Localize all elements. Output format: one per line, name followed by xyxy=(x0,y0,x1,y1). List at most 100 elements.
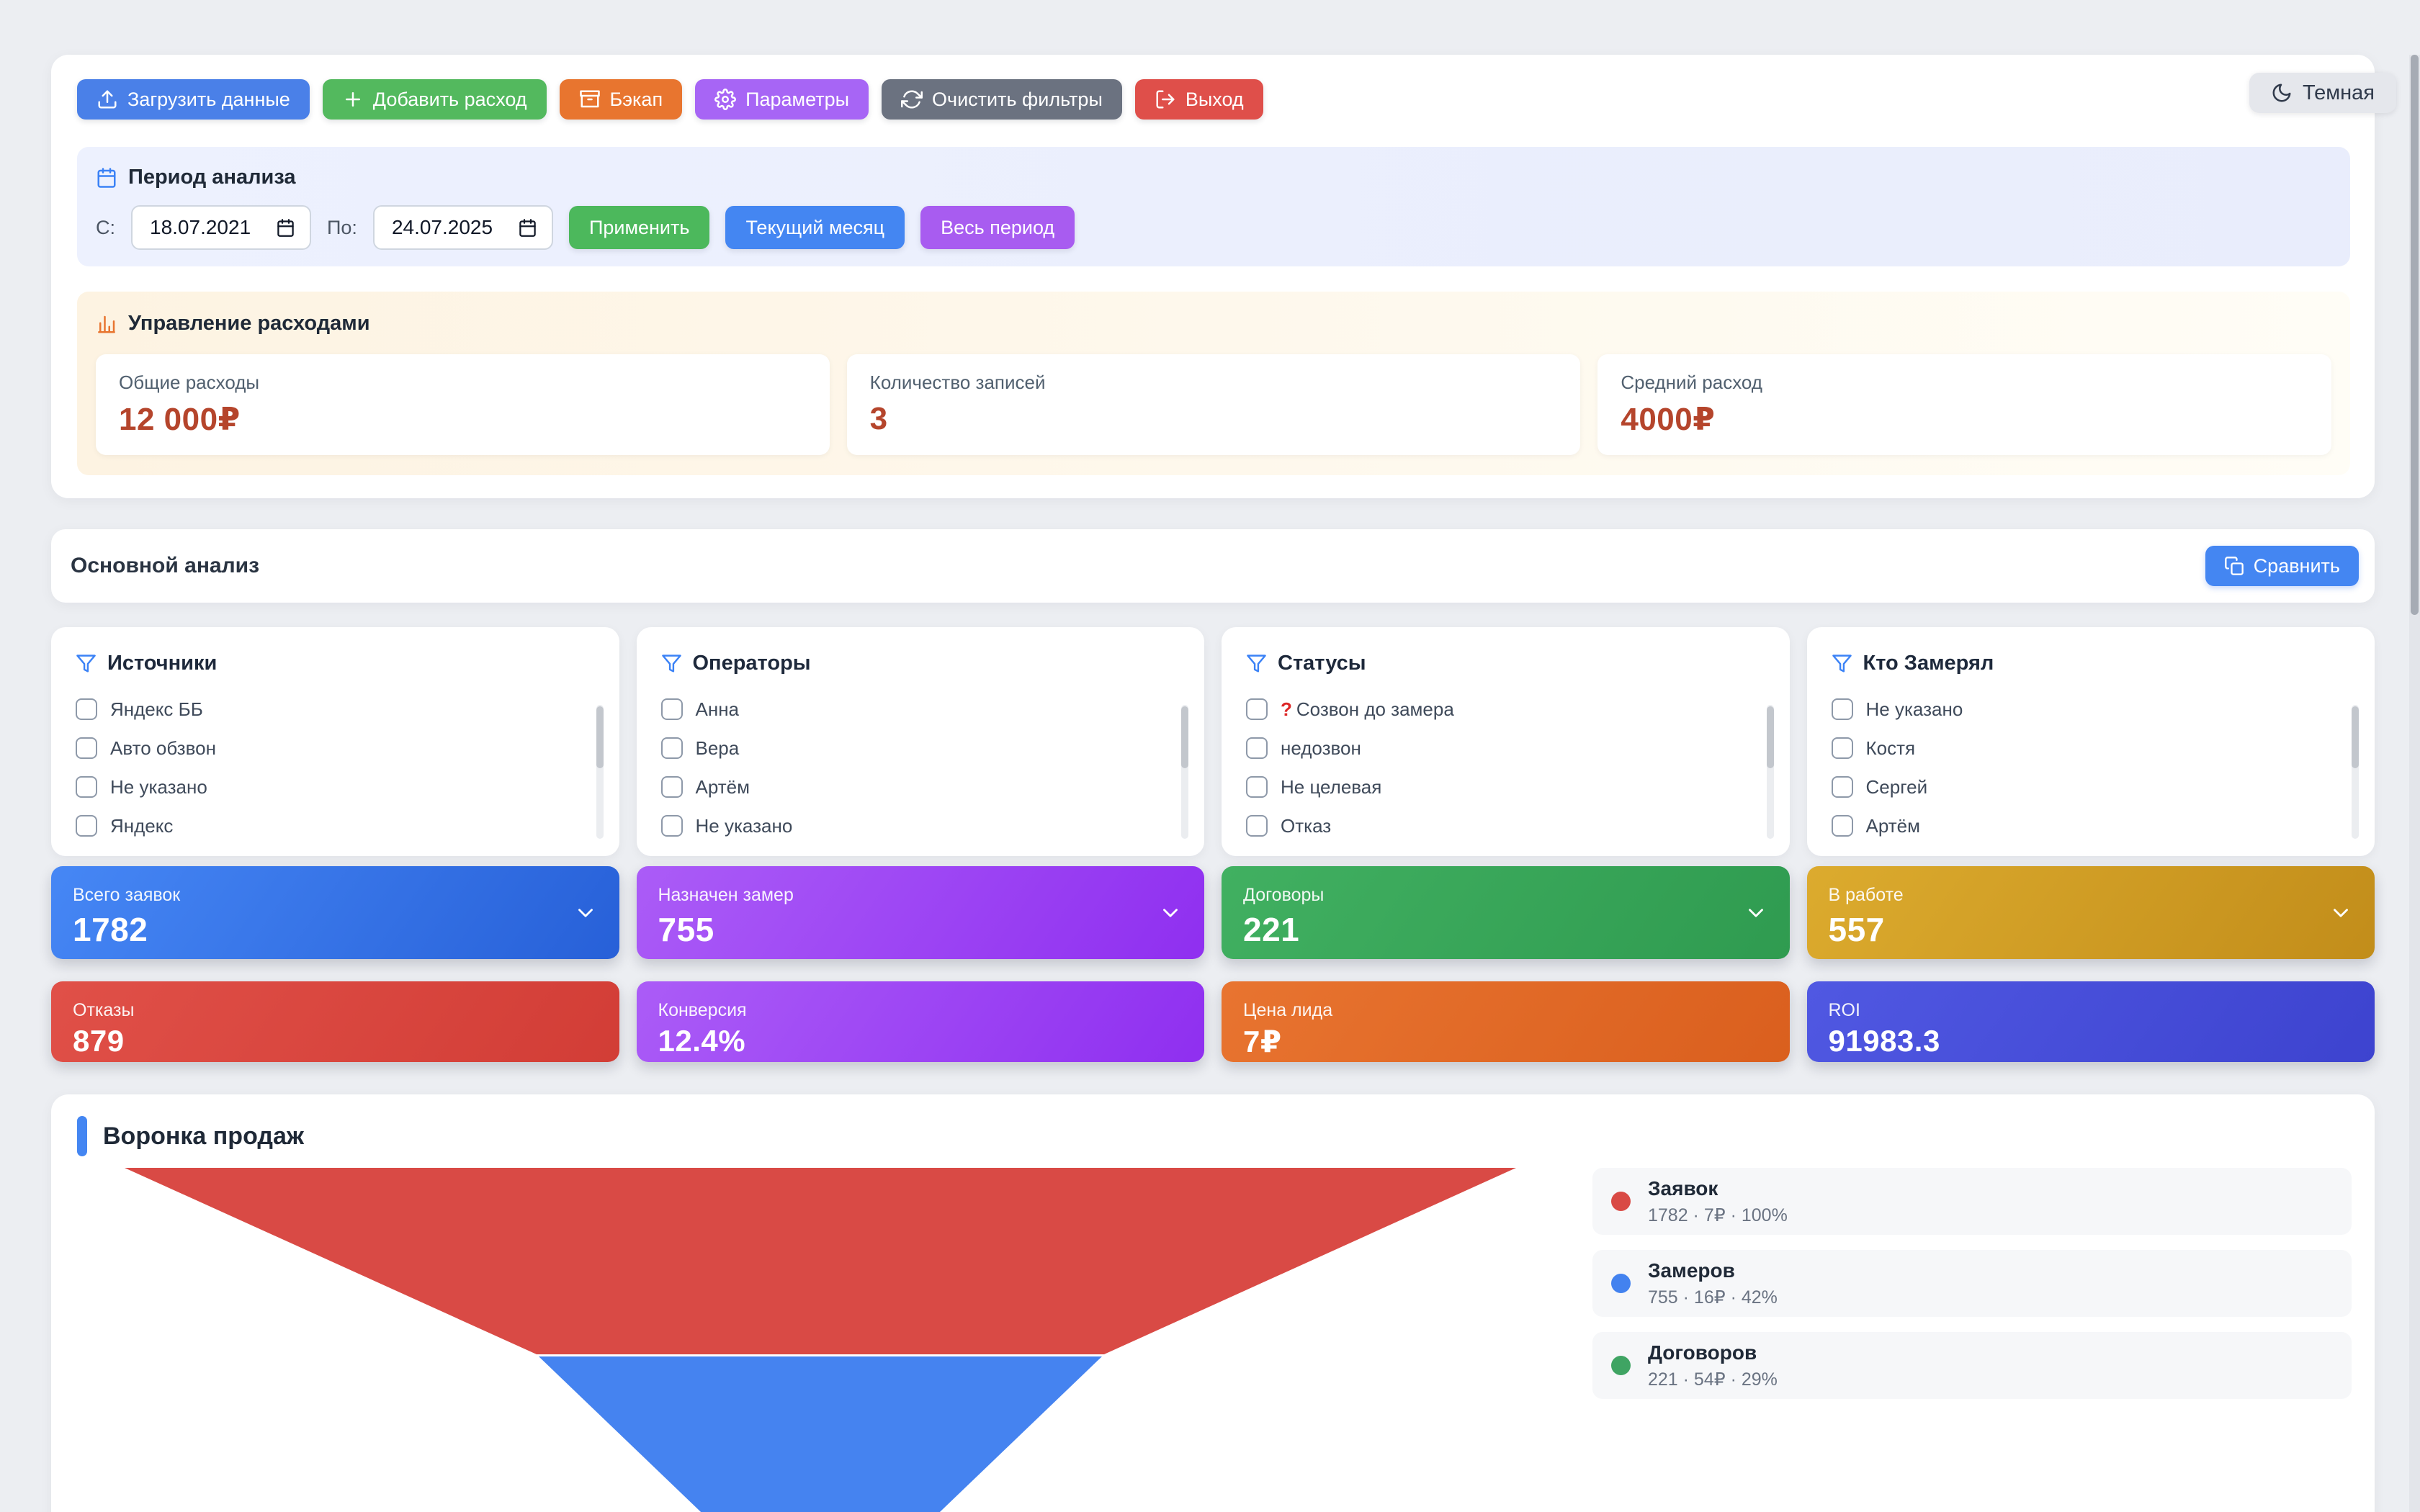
filter-list-scrollbar-thumb[interactable] xyxy=(596,706,604,768)
metric-in-progress[interactable]: В работе 557 xyxy=(1806,866,2375,959)
page-scrollbar-thumb[interactable] xyxy=(2411,55,2419,615)
filter-checkbox[interactable] xyxy=(1246,698,1268,720)
expense-stat-label: Средний расход xyxy=(1621,372,1762,393)
add-expense-button-label: Добавить расход xyxy=(372,88,527,110)
filter-option[interactable]: Яндекс xyxy=(76,806,595,845)
logout-button[interactable]: Выход xyxy=(1134,79,1263,120)
chevron-down-icon[interactable] xyxy=(1744,901,1768,925)
date-from-label: С: xyxy=(96,216,115,238)
filters-row: Источники Яндекс ББ Авто обзвон Не указано Я… xyxy=(51,627,2375,856)
filter-checkbox[interactable] xyxy=(76,776,97,798)
filter-checkbox[interactable] xyxy=(660,737,683,759)
funnel-icon xyxy=(76,653,97,674)
metric-label: Отказы xyxy=(73,1000,135,1020)
theme-toggle-button[interactable]: Темная xyxy=(2249,73,2396,113)
filter-list-scrollbar[interactable] xyxy=(2352,705,2359,839)
metric-total-leads[interactable]: Всего заявок 1782 xyxy=(51,866,619,959)
filter-checkbox[interactable] xyxy=(76,698,97,720)
add-expense-button[interactable]: Добавить расход xyxy=(322,79,547,120)
backup-button-label: Бэкап xyxy=(609,88,663,110)
metric-label: ROI xyxy=(1828,1000,1860,1020)
metric-measurements[interactable]: Назначен замер 755 xyxy=(636,866,1204,959)
legend-text: Замеров 755 · 16₽ · 42% xyxy=(1648,1259,1778,1308)
clear-filters-button[interactable]: Очистить фильтры xyxy=(882,79,1122,120)
theme-toggle-label: Темная xyxy=(2303,81,2375,104)
filter-option[interactable]: Артём xyxy=(1831,806,2351,845)
settings-button[interactable]: Параметры xyxy=(695,79,869,120)
metric-contracts[interactable]: Договоры 221 xyxy=(1222,866,1790,959)
filter-checkbox[interactable] xyxy=(660,698,683,720)
filter-option[interactable]: Сергей xyxy=(1831,768,2351,806)
upload-data-button[interactable]: Загрузить данные xyxy=(77,79,310,120)
filter-option[interactable]: Не указано xyxy=(1831,690,2351,729)
copy-icon xyxy=(2224,556,2244,576)
funnel-stage-leads[interactable] xyxy=(125,1168,1516,1354)
calendar-picker-icon[interactable] xyxy=(518,218,537,238)
filter-option[interactable]: недозвон xyxy=(1246,729,1765,768)
filter-checkbox[interactable] xyxy=(1831,776,1853,798)
date-from-input[interactable]: 18.07.2021 xyxy=(131,205,311,250)
filter-option-label: Отказ xyxy=(1281,814,1332,837)
metric-label: Назначен замер xyxy=(658,885,794,905)
metric-label: Договоры xyxy=(1243,885,1325,905)
filter-option[interactable]: Костя xyxy=(1831,729,2351,768)
filter-option[interactable]: Яндекс ББ xyxy=(76,690,595,729)
filter-option[interactable]: Артём xyxy=(660,768,1180,806)
calendar-picker-icon[interactable] xyxy=(276,218,295,238)
filter-option[interactable]: Анна xyxy=(660,690,1180,729)
filter-list-scrollbar[interactable] xyxy=(1766,705,1774,839)
filter-list-scrollbar-thumb[interactable] xyxy=(2352,706,2359,768)
chevron-down-icon[interactable] xyxy=(2329,901,2353,925)
filter-option-label: Артём xyxy=(1865,814,1920,837)
date-to-input[interactable]: 24.07.2025 xyxy=(372,205,553,250)
filter-checkbox[interactable] xyxy=(1831,815,1853,837)
page-content: Загрузить данные Добавить расход Бэкап Пара… xyxy=(51,55,2375,1512)
page-scrollbar[interactable] xyxy=(2409,55,2420,1512)
filter-option-label: Не указано xyxy=(110,775,207,798)
expense-stat-value: 12 000₽ xyxy=(119,402,241,437)
period-panel-header: Период анализа xyxy=(96,166,2331,189)
legend-color-dot xyxy=(1611,1274,1631,1293)
filter-checkbox[interactable] xyxy=(1246,776,1268,798)
apply-period-button[interactable]: Применить xyxy=(568,206,710,249)
compare-button-label: Сравнить xyxy=(2253,554,2340,577)
filter-option[interactable]: Вера xyxy=(660,729,1180,768)
expense-stat-label: Количество записей xyxy=(869,372,1046,393)
filter-checkbox[interactable] xyxy=(1246,737,1268,759)
filter-checkbox[interactable] xyxy=(660,776,683,798)
filter-checkbox[interactable] xyxy=(76,737,97,759)
filter-card-header: Источники xyxy=(76,652,595,675)
filter-list-scrollbar[interactable] xyxy=(596,705,604,839)
filter-card-title: Статусы xyxy=(1278,652,1366,675)
chevron-down-icon[interactable] xyxy=(573,901,598,925)
filter-checkbox[interactable] xyxy=(1831,737,1853,759)
legend-text: Договоров 221 · 54₽ · 29% xyxy=(1648,1341,1778,1390)
chevron-down-icon[interactable] xyxy=(1158,901,1183,925)
plus-icon xyxy=(342,89,364,110)
funnel-stage-measurements[interactable] xyxy=(539,1356,1102,1512)
filter-list-scrollbar-thumb[interactable] xyxy=(1181,706,1188,768)
filter-checkbox[interactable] xyxy=(660,815,683,837)
metric-label: Конверсия xyxy=(658,1000,747,1020)
filter-option[interactable]: Не указано xyxy=(660,806,1180,845)
expense-panel-header: Управление расходами xyxy=(96,312,2331,336)
filter-list-scrollbar[interactable] xyxy=(1181,705,1188,839)
filter-option[interactable]: Отказ xyxy=(1246,806,1765,845)
filter-checkbox[interactable] xyxy=(1831,698,1853,720)
filter-list: Анна Вера Артём Не указано xyxy=(660,690,1180,845)
filter-list-scrollbar-thumb[interactable] xyxy=(1766,706,1774,768)
gear-icon xyxy=(714,89,737,110)
funnel-legend-item: Замеров 755 · 16₽ · 42% xyxy=(1592,1250,2352,1317)
filter-option[interactable]: ? Созвон до замера xyxy=(1246,690,1765,729)
all-period-button[interactable]: Весь период xyxy=(920,206,1075,249)
backup-button[interactable]: Бэкап xyxy=(559,79,683,120)
metric-value: 91983.3 xyxy=(1828,1024,1940,1058)
filter-checkbox[interactable] xyxy=(76,815,97,837)
filter-option[interactable]: Не целевая xyxy=(1246,768,1765,806)
filter-checkbox[interactable] xyxy=(1246,815,1268,837)
current-month-button[interactable]: Текущий месяц xyxy=(725,206,905,249)
analysis-title: Основной анализ xyxy=(71,554,260,577)
compare-button[interactable]: Сравнить xyxy=(2205,546,2359,586)
filter-option[interactable]: Не указано xyxy=(76,768,595,806)
filter-option[interactable]: Авто обзвон xyxy=(76,729,595,768)
